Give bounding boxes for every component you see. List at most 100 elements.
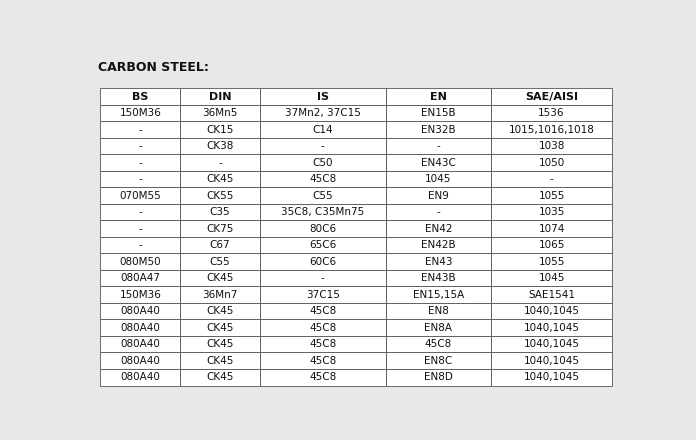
Bar (260, 303, 386, 319)
Bar (386, 88, 491, 105)
Text: C55: C55 (313, 191, 333, 201)
Bar (100, 204, 180, 220)
Text: -: - (139, 174, 142, 184)
Bar (491, 204, 612, 220)
Text: -: - (436, 141, 441, 151)
Bar (180, 138, 260, 154)
Bar (260, 237, 386, 253)
Bar (386, 286, 491, 303)
Text: 080A40: 080A40 (120, 339, 160, 349)
Bar (180, 88, 260, 105)
Text: 1045: 1045 (425, 174, 452, 184)
Bar (180, 253, 260, 270)
Bar (491, 336, 612, 352)
Bar (260, 319, 386, 336)
Bar (180, 220, 260, 237)
Text: CARBON STEEL:: CARBON STEEL: (97, 61, 209, 74)
Text: 150M36: 150M36 (120, 108, 161, 118)
Bar (386, 138, 491, 154)
Text: 150M36: 150M36 (120, 290, 161, 300)
Bar (491, 253, 612, 270)
Text: C35: C35 (209, 207, 230, 217)
Text: 1035: 1035 (539, 207, 564, 217)
Bar (386, 237, 491, 253)
Text: EN43C: EN43C (421, 158, 456, 168)
Bar (100, 303, 180, 319)
Text: DIN: DIN (209, 92, 231, 102)
Text: CK45: CK45 (206, 323, 234, 333)
Text: EN: EN (430, 92, 447, 102)
Text: 1038: 1038 (539, 141, 564, 151)
Text: EN43: EN43 (425, 257, 452, 267)
Bar (180, 171, 260, 187)
Bar (491, 171, 612, 187)
Text: EN8D: EN8D (424, 372, 453, 382)
Bar (100, 270, 180, 286)
Bar (180, 121, 260, 138)
Text: -: - (139, 240, 142, 250)
Text: CK75: CK75 (206, 224, 234, 234)
Text: 080A40: 080A40 (120, 356, 160, 366)
Text: SAE/AISI: SAE/AISI (525, 92, 578, 102)
Text: EN9: EN9 (428, 191, 449, 201)
Bar (260, 270, 386, 286)
Bar (491, 237, 612, 253)
Text: 1065: 1065 (539, 240, 564, 250)
Text: 60C6: 60C6 (309, 257, 336, 267)
Bar (260, 171, 386, 187)
Text: 45C8: 45C8 (309, 356, 336, 366)
Bar (491, 303, 612, 319)
Text: SAE1541: SAE1541 (528, 290, 575, 300)
Text: C14: C14 (313, 125, 333, 135)
Bar (386, 319, 491, 336)
Text: CK45: CK45 (206, 372, 234, 382)
Text: 37C15: 37C15 (306, 290, 340, 300)
Text: 37Mn2, 37C15: 37Mn2, 37C15 (285, 108, 361, 118)
Bar (260, 121, 386, 138)
Text: 80C6: 80C6 (309, 224, 336, 234)
Text: 45C8: 45C8 (309, 339, 336, 349)
Bar (180, 154, 260, 171)
Text: 1055: 1055 (539, 257, 564, 267)
Bar (386, 154, 491, 171)
Text: -: - (139, 125, 142, 135)
Text: -: - (218, 158, 222, 168)
Text: EN42: EN42 (425, 224, 452, 234)
Bar (386, 220, 491, 237)
Bar (100, 336, 180, 352)
Bar (100, 237, 180, 253)
Text: 1040,1045: 1040,1045 (523, 306, 580, 316)
Text: 45C8: 45C8 (309, 323, 336, 333)
Text: -: - (139, 158, 142, 168)
Bar (386, 187, 491, 204)
Bar (260, 352, 386, 369)
Text: CK38: CK38 (206, 141, 234, 151)
Text: CK45: CK45 (206, 306, 234, 316)
Text: 45C8: 45C8 (309, 174, 336, 184)
Bar (180, 303, 260, 319)
Text: EN43B: EN43B (421, 273, 456, 283)
Text: 070M55: 070M55 (120, 191, 161, 201)
Bar (180, 187, 260, 204)
Bar (260, 286, 386, 303)
Text: -: - (550, 174, 553, 184)
Bar (386, 121, 491, 138)
Bar (100, 352, 180, 369)
Bar (180, 270, 260, 286)
Bar (386, 171, 491, 187)
Bar (491, 187, 612, 204)
Bar (386, 204, 491, 220)
Bar (100, 171, 180, 187)
Bar (386, 253, 491, 270)
Text: 1045: 1045 (539, 273, 564, 283)
Bar (180, 237, 260, 253)
Bar (180, 369, 260, 385)
Bar (100, 105, 180, 121)
Text: CK45: CK45 (206, 273, 234, 283)
Text: 1040,1045: 1040,1045 (523, 372, 580, 382)
Text: 1050: 1050 (539, 158, 564, 168)
Text: 080A47: 080A47 (120, 273, 160, 283)
Text: IS: IS (317, 92, 329, 102)
Text: CK45: CK45 (206, 174, 234, 184)
Bar (491, 270, 612, 286)
